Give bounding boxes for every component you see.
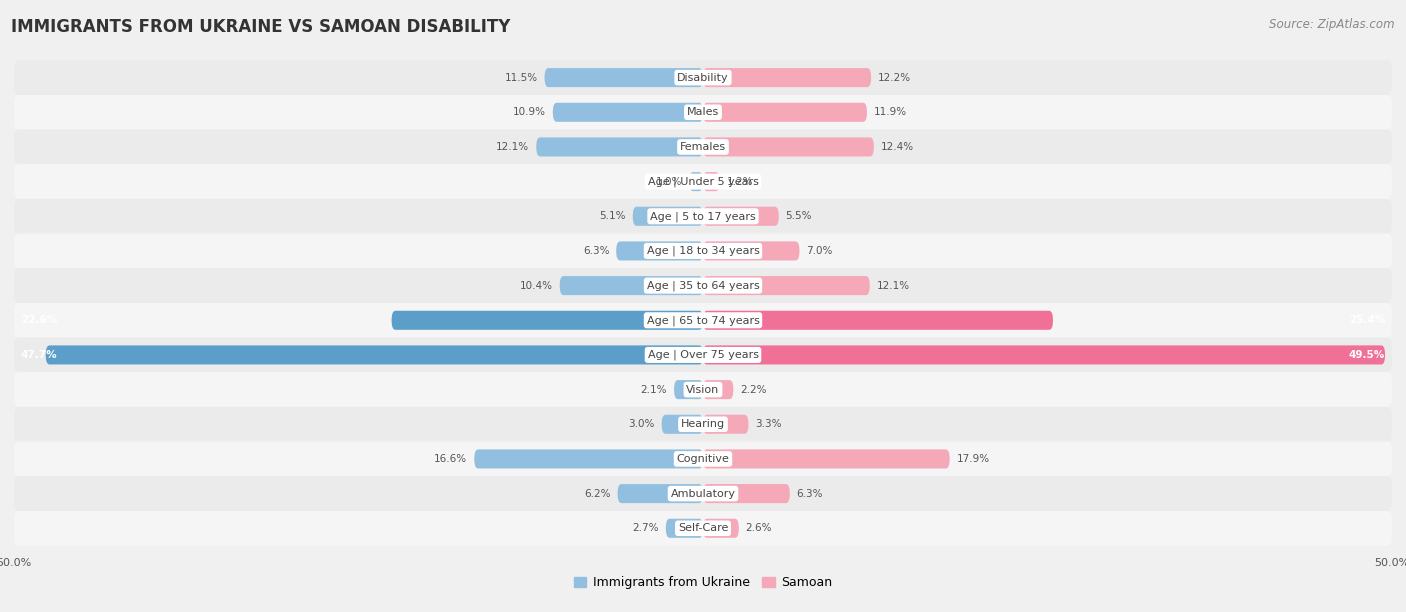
Text: IMMIGRANTS FROM UKRAINE VS SAMOAN DISABILITY: IMMIGRANTS FROM UKRAINE VS SAMOAN DISABI…: [11, 18, 510, 36]
Text: 1.0%: 1.0%: [657, 177, 682, 187]
FancyBboxPatch shape: [617, 484, 703, 503]
FancyBboxPatch shape: [666, 519, 703, 538]
FancyBboxPatch shape: [703, 449, 949, 468]
FancyBboxPatch shape: [703, 519, 738, 538]
Text: 49.5%: 49.5%: [1348, 350, 1385, 360]
FancyBboxPatch shape: [703, 138, 875, 157]
FancyBboxPatch shape: [662, 415, 703, 434]
FancyBboxPatch shape: [14, 130, 1392, 164]
FancyBboxPatch shape: [703, 68, 872, 87]
FancyBboxPatch shape: [560, 276, 703, 295]
FancyBboxPatch shape: [474, 449, 703, 468]
Text: 16.6%: 16.6%: [434, 454, 467, 464]
Text: Males: Males: [688, 107, 718, 118]
Text: Age | Under 5 years: Age | Under 5 years: [648, 176, 758, 187]
Text: 2.1%: 2.1%: [641, 384, 668, 395]
FancyBboxPatch shape: [14, 511, 1392, 546]
Text: Age | 5 to 17 years: Age | 5 to 17 years: [650, 211, 756, 222]
Text: Vision: Vision: [686, 384, 720, 395]
FancyBboxPatch shape: [14, 338, 1392, 372]
Text: 10.9%: 10.9%: [513, 107, 546, 118]
FancyBboxPatch shape: [703, 484, 790, 503]
Text: Source: ZipAtlas.com: Source: ZipAtlas.com: [1270, 18, 1395, 31]
FancyBboxPatch shape: [689, 172, 703, 191]
Text: Age | 18 to 34 years: Age | 18 to 34 years: [647, 245, 759, 256]
Text: 1.2%: 1.2%: [727, 177, 754, 187]
Text: 2.6%: 2.6%: [745, 523, 772, 533]
FancyBboxPatch shape: [14, 372, 1392, 407]
FancyBboxPatch shape: [633, 207, 703, 226]
Text: Females: Females: [681, 142, 725, 152]
Text: Self-Care: Self-Care: [678, 523, 728, 533]
FancyBboxPatch shape: [673, 380, 703, 399]
Text: 25.4%: 25.4%: [1348, 315, 1385, 325]
Text: 12.4%: 12.4%: [880, 142, 914, 152]
FancyBboxPatch shape: [544, 68, 703, 87]
Text: 12.1%: 12.1%: [496, 142, 530, 152]
FancyBboxPatch shape: [703, 207, 779, 226]
Text: Disability: Disability: [678, 73, 728, 83]
Text: 3.0%: 3.0%: [628, 419, 655, 429]
FancyBboxPatch shape: [392, 311, 703, 330]
Text: 10.4%: 10.4%: [520, 281, 553, 291]
FancyBboxPatch shape: [703, 276, 870, 295]
Text: 11.9%: 11.9%: [875, 107, 907, 118]
FancyBboxPatch shape: [703, 415, 748, 434]
FancyBboxPatch shape: [553, 103, 703, 122]
Text: 22.6%: 22.6%: [21, 315, 58, 325]
Text: 6.2%: 6.2%: [583, 488, 610, 499]
Text: Cognitive: Cognitive: [676, 454, 730, 464]
FancyBboxPatch shape: [14, 442, 1392, 476]
Text: 7.0%: 7.0%: [807, 246, 832, 256]
FancyBboxPatch shape: [703, 345, 1385, 365]
Text: 17.9%: 17.9%: [956, 454, 990, 464]
FancyBboxPatch shape: [14, 164, 1392, 199]
Text: Age | 35 to 64 years: Age | 35 to 64 years: [647, 280, 759, 291]
Text: 3.3%: 3.3%: [755, 419, 782, 429]
FancyBboxPatch shape: [703, 241, 800, 261]
Text: 6.3%: 6.3%: [797, 488, 823, 499]
Text: Hearing: Hearing: [681, 419, 725, 429]
Text: 5.5%: 5.5%: [786, 211, 813, 222]
Text: 6.3%: 6.3%: [583, 246, 609, 256]
Text: 47.7%: 47.7%: [21, 350, 58, 360]
FancyBboxPatch shape: [703, 311, 1053, 330]
FancyBboxPatch shape: [14, 95, 1392, 130]
FancyBboxPatch shape: [14, 268, 1392, 303]
Text: 2.2%: 2.2%: [740, 384, 766, 395]
Text: 5.1%: 5.1%: [599, 211, 626, 222]
Text: Age | Over 75 years: Age | Over 75 years: [648, 349, 758, 360]
Text: Age | 65 to 74 years: Age | 65 to 74 years: [647, 315, 759, 326]
FancyBboxPatch shape: [703, 172, 720, 191]
FancyBboxPatch shape: [616, 241, 703, 261]
FancyBboxPatch shape: [14, 476, 1392, 511]
Legend: Immigrants from Ukraine, Samoan: Immigrants from Ukraine, Samoan: [569, 571, 837, 594]
FancyBboxPatch shape: [14, 303, 1392, 338]
Text: 12.2%: 12.2%: [877, 73, 911, 83]
FancyBboxPatch shape: [703, 380, 734, 399]
FancyBboxPatch shape: [14, 60, 1392, 95]
Text: 12.1%: 12.1%: [876, 281, 910, 291]
Text: 11.5%: 11.5%: [505, 73, 537, 83]
FancyBboxPatch shape: [14, 234, 1392, 268]
FancyBboxPatch shape: [536, 138, 703, 157]
Text: 2.7%: 2.7%: [633, 523, 659, 533]
FancyBboxPatch shape: [703, 103, 868, 122]
FancyBboxPatch shape: [14, 199, 1392, 234]
Text: Ambulatory: Ambulatory: [671, 488, 735, 499]
FancyBboxPatch shape: [14, 407, 1392, 442]
FancyBboxPatch shape: [46, 345, 703, 365]
